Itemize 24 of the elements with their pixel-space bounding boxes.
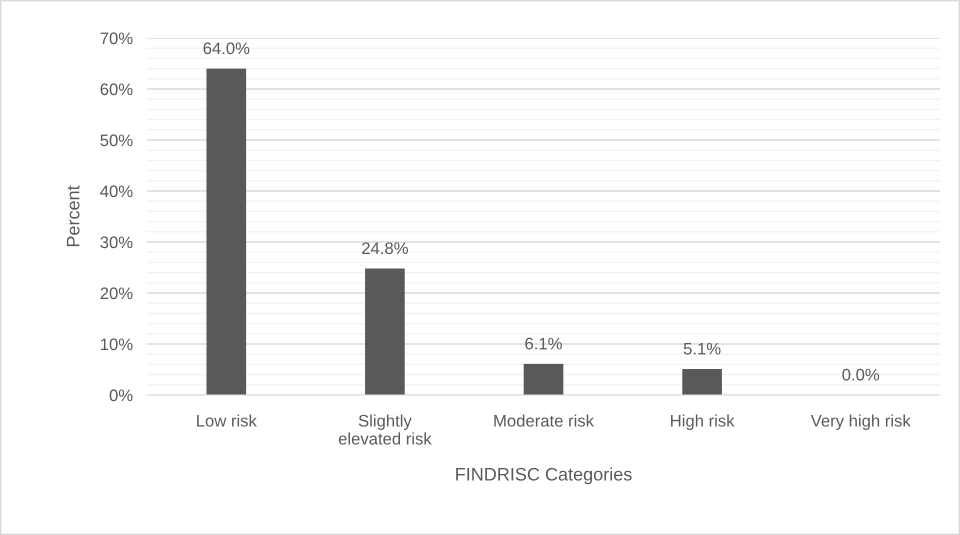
data-label: 0.0% — [842, 368, 880, 381]
bar — [682, 368, 722, 395]
bar — [206, 68, 246, 395]
y-tick-label: 70% — [100, 32, 133, 44]
y-tick-label: 50% — [100, 134, 133, 146]
x-axis-title: FINDRISC Categories — [456, 467, 632, 484]
y-tick-label: 0% — [110, 389, 133, 402]
x-tick-label: Slightly elevated risk — [338, 414, 432, 445]
y-tick-label: 30% — [100, 236, 133, 248]
y-tick-label: 20% — [100, 287, 133, 300]
x-tick-label: Moderate risk — [494, 414, 594, 427]
y-tick-label: 10% — [101, 338, 133, 350]
bar — [365, 268, 405, 395]
data-label: 24.8% — [362, 242, 408, 254]
data-label: 6.1% — [525, 338, 562, 350]
x-tick-label: Low risk — [197, 414, 257, 427]
bar — [524, 364, 564, 395]
x-tick-label: Very high risk — [810, 414, 911, 430]
data-label: 5.1% — [684, 342, 720, 355]
y-tick-label: 60% — [100, 83, 133, 96]
x-tick-label: High risk — [671, 414, 735, 430]
y-axis-title: Percent — [66, 186, 80, 246]
data-label: 64.0% — [204, 42, 250, 54]
y-tick-label: 40% — [100, 185, 133, 198]
